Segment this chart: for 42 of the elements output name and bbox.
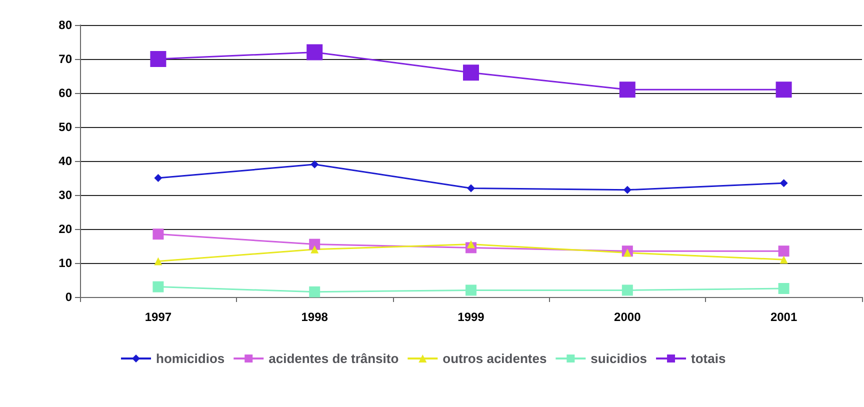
x-tick-label: 1997: [144, 310, 172, 324]
point: [778, 283, 790, 294]
y-tick-label: 20: [58, 222, 72, 236]
x-tick-label: 1999: [458, 310, 485, 324]
legend-label: outros acidentes: [442, 351, 547, 366]
point: [623, 186, 632, 194]
point: [780, 179, 788, 188]
y-tick-label: 0: [65, 290, 72, 304]
point: [154, 174, 162, 182]
point: [154, 257, 162, 266]
legend-label: homicidios: [156, 351, 225, 366]
legend-label: suicidios: [590, 351, 648, 366]
y-tick-label: 60: [58, 86, 72, 100]
point: [309, 238, 320, 250]
point: [623, 248, 632, 257]
point: [309, 286, 320, 298]
y-tick-label: 40: [58, 154, 72, 168]
point: [776, 82, 792, 98]
point: [310, 245, 319, 254]
x-tick-label: 2001: [770, 310, 798, 324]
y-tick-label: 50: [58, 120, 72, 134]
x-tick-label: 1998: [301, 310, 328, 324]
y-tick-label: 80: [58, 18, 72, 32]
point: [463, 64, 479, 81]
legend-label: totais: [691, 351, 726, 366]
point: [619, 82, 636, 98]
legend-label: acidentes de trânsito: [268, 351, 399, 366]
point: [152, 228, 164, 240]
point: [467, 240, 475, 248]
point: [466, 284, 476, 296]
x-tick-label: 2000: [614, 310, 642, 324]
point: [150, 51, 166, 67]
point: [306, 44, 323, 60]
y-tick-label: 70: [58, 52, 72, 66]
y-tick-label: 10: [58, 256, 72, 270]
point: [310, 160, 319, 168]
point: [152, 281, 164, 292]
point: [778, 246, 790, 257]
y-tick-label: 30: [58, 188, 72, 202]
point: [780, 256, 788, 264]
point: [467, 184, 475, 192]
point: [622, 284, 633, 296]
